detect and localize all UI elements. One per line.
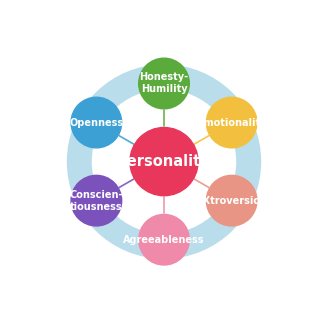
Text: Emotionality: Emotionality [197, 117, 266, 128]
Text: eXtroversion: eXtroversion [196, 196, 267, 206]
Circle shape [206, 97, 257, 148]
Circle shape [71, 175, 122, 226]
Text: Personality: Personality [117, 154, 211, 169]
Circle shape [139, 214, 189, 265]
Circle shape [71, 97, 122, 148]
Text: Honesty-
Humility: Honesty- Humility [140, 73, 188, 94]
Text: Openness: Openness [69, 117, 124, 128]
Circle shape [206, 175, 257, 226]
Circle shape [130, 127, 198, 196]
Text: Agreeableness: Agreeableness [123, 235, 205, 245]
Circle shape [139, 58, 189, 109]
Text: Conscien-
tiousness: Conscien- tiousness [70, 190, 123, 212]
